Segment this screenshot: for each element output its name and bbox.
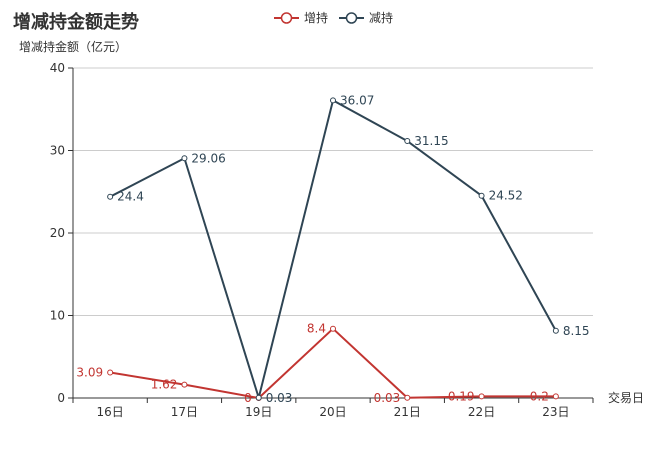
data-point[interactable] xyxy=(552,327,559,334)
data-point[interactable] xyxy=(107,193,114,200)
x-tick-label: 22日 xyxy=(468,405,495,419)
y-tick-label: 20 xyxy=(50,226,65,240)
data-point[interactable] xyxy=(255,394,262,401)
y-tick-labels: 0 10 20 30 40 xyxy=(50,61,73,405)
x-tick-label: 21日 xyxy=(394,405,421,419)
data-label: 0.03 xyxy=(374,391,401,405)
legend-circle-icon xyxy=(345,12,358,24)
x-tick-label: 20日 xyxy=(319,405,346,419)
legend-circle-icon xyxy=(280,12,293,24)
series-layer: 3.09 1.62 0 8.4 0.03 0.19 0.2 24.4 29.06 0.03 36.0… xyxy=(76,93,589,405)
legend-label: 减持 xyxy=(369,10,393,25)
data-label: 3.09 xyxy=(76,366,103,380)
legend[interactable]: 增持 减持 xyxy=(274,10,393,25)
data-point[interactable] xyxy=(404,138,411,145)
x-axis-name: 交易日 xyxy=(608,390,644,405)
data-label: 36.07 xyxy=(340,93,374,107)
chart-title: 增减持金额走势 xyxy=(13,11,139,33)
series-points-decrease: 24.4 29.06 0.03 36.07 31.15 24.52 8.15 xyxy=(107,93,590,405)
data-label: 29.06 xyxy=(191,151,225,165)
data-label: 1.62 xyxy=(151,378,178,392)
x-tick-label: 17日 xyxy=(171,405,198,419)
data-point[interactable] xyxy=(181,381,188,388)
data-point[interactable] xyxy=(181,155,188,162)
series-line xyxy=(109,99,557,399)
data-point[interactable] xyxy=(552,393,559,400)
legend-label: 增持 xyxy=(304,10,328,25)
data-point[interactable] xyxy=(330,325,336,332)
data-label: 24.4 xyxy=(117,190,144,204)
data-point[interactable] xyxy=(478,393,485,400)
data-label: 0.2 xyxy=(530,389,549,403)
y-axis-name: 增减持金额（亿元） xyxy=(19,39,127,54)
data-label: 8.15 xyxy=(563,324,590,338)
data-point[interactable] xyxy=(478,192,485,199)
series-points-increase: 3.09 1.62 0 8.4 0.03 0.19 0.2 xyxy=(76,322,559,405)
data-label: 31.15 xyxy=(414,134,448,148)
y-tick-label: 0 xyxy=(57,391,65,405)
data-label: 24.52 xyxy=(489,189,523,203)
data-point[interactable] xyxy=(404,394,411,401)
legend-item-increase[interactable]: 增持 xyxy=(274,10,328,25)
x-tick-label: 23日 xyxy=(542,405,569,419)
x-tick-label: 16日 xyxy=(97,405,124,419)
x-tick-labels: 16日 17日 19日 20日 21日 22日 23日 xyxy=(72,398,594,419)
y-grid xyxy=(73,67,593,316)
y-tick-label: 10 xyxy=(50,309,65,323)
data-label: 0.19 xyxy=(448,389,475,403)
data-point[interactable] xyxy=(330,97,336,104)
data-label: 8.4 xyxy=(307,322,326,336)
data-label: 0 xyxy=(244,391,252,405)
legend-item-decrease[interactable]: 减持 xyxy=(339,10,393,25)
y-tick-label: 30 xyxy=(50,144,65,158)
data-label: 0.03 xyxy=(266,391,293,405)
x-tick-label: 19日 xyxy=(245,405,272,419)
data-point[interactable] xyxy=(107,369,114,376)
y-tick-label: 40 xyxy=(50,61,65,75)
series-decrease xyxy=(109,99,557,399)
